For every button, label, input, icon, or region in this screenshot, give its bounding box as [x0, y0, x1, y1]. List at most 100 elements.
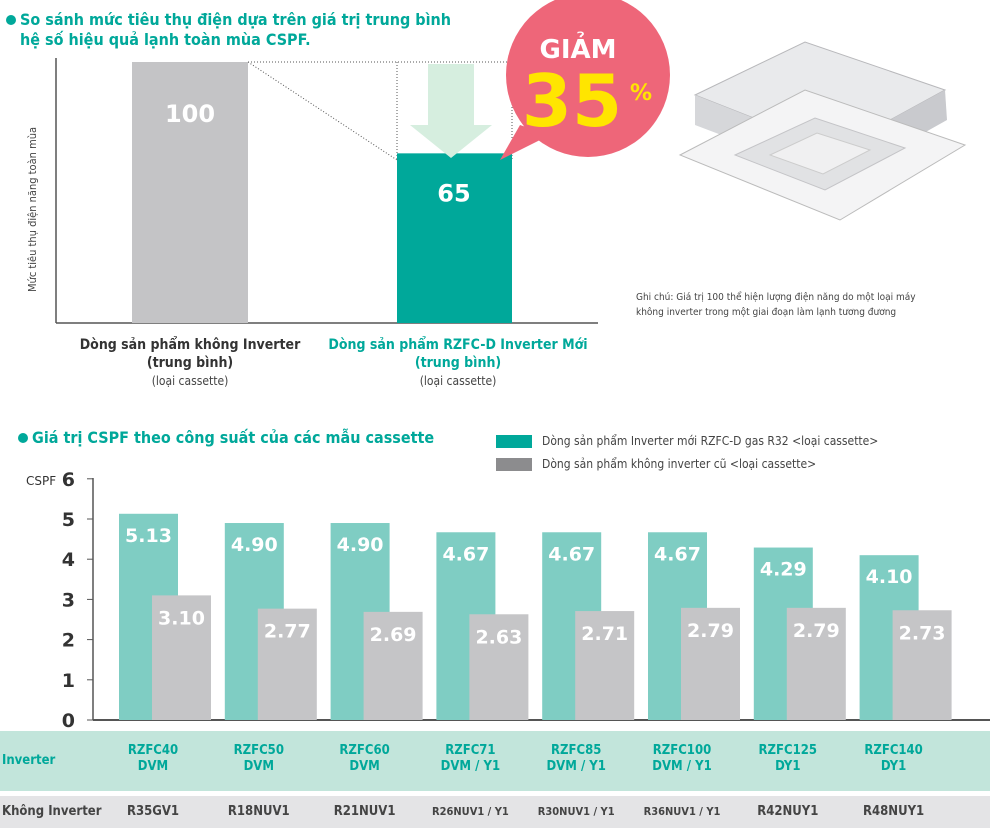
top-title: So sánh mức tiêu thụ điện dựa trên giá t…: [6, 10, 451, 50]
row-label-non-inverter: Không Inverter: [2, 804, 102, 819]
bullet-icon: [18, 433, 28, 443]
bar-non-inverter: [786, 607, 846, 720]
badge-word: GIẢM: [539, 30, 616, 65]
data-label: 4.29: [760, 559, 807, 581]
legend-label: Dòng sản phẩm Inverter mới RZFC-D gas R3…: [542, 434, 879, 448]
non-inverter-model: R35GV1: [126, 804, 180, 819]
label-line: (loại cassette): [151, 374, 229, 388]
y-tick-label: 4: [62, 549, 75, 571]
note-line2: không inverter trong một giai đoạn làm l…: [636, 307, 897, 318]
inverter-model: RZFC125 DY1: [743, 743, 833, 775]
model-line: RZFC125: [758, 743, 818, 758]
bar-non-inverter: [892, 610, 952, 720]
data-label: 2.69: [370, 624, 417, 646]
y-tick-label: 5: [62, 509, 75, 531]
non-inverter-model: R26NUV1 / Y1: [431, 805, 509, 818]
guide-line: [247, 61, 398, 161]
bar-label: 65: [437, 179, 470, 207]
top-note: Ghi chú: Giá trị 100 thể hiện lượng điện…: [636, 290, 916, 320]
model-line: RZFC40: [127, 743, 179, 758]
model-line: DVM: [137, 759, 169, 774]
model-line: DVM: [243, 759, 274, 774]
bar-non-inverter: [575, 611, 635, 720]
legend-item-inverter: Dòng sản phẩm Inverter mới RZFC-D gas R3…: [496, 430, 878, 453]
bar-non-inverter: [152, 595, 211, 720]
model-line: DVM: [349, 759, 380, 774]
model-line: RZFC140: [864, 743, 923, 758]
model-line: DY1: [775, 759, 801, 774]
non-inverter-model-row: Không Inverter R35GV1 R18NUV1 R21NUV1 R26NU…: [0, 796, 990, 828]
non-inverter-model: R30NUV1 / Y1: [537, 805, 615, 818]
data-label: 3.10: [158, 607, 205, 629]
cspf-title: Giá trị CSPF theo công suất của các mẫu …: [18, 428, 434, 448]
data-label: 2.79: [687, 620, 734, 642]
inverter-model: RZFC71 DVM / Y1: [425, 743, 515, 775]
y-tick-label: 6: [62, 469, 75, 491]
data-label: 2.77: [264, 621, 311, 643]
non-inverter-model: R18NUV1: [227, 804, 290, 819]
bullet-icon: [6, 15, 16, 25]
data-label: 4.90: [337, 534, 384, 556]
cspf-title-text: Giá trị CSPF theo công suất của các mẫu …: [32, 428, 435, 447]
y-tick-label: 2: [62, 630, 75, 652]
legend: Dòng sản phẩm Inverter mới RZFC-D gas R3…: [496, 430, 878, 476]
note-line1: Ghi chú: Giá trị 100 thể hiện lượng điện…: [636, 292, 916, 303]
label-line: (loại cassette): [419, 374, 497, 388]
non-inverter-model: R42NUY1: [757, 804, 819, 819]
model-line: RZFC60: [339, 743, 390, 758]
data-label: 2.71: [581, 623, 628, 645]
category-label-inverter: Dòng sản phẩm RZFC-D Inverter Mới (trung…: [318, 336, 598, 390]
data-label: 2.79: [793, 620, 840, 642]
badge-unit: %: [630, 81, 652, 106]
y-axis-title: CSPF: [26, 474, 56, 488]
data-label: 4.67: [442, 543, 489, 565]
data-label: 2.73: [899, 622, 946, 644]
model-line: RZFC100: [652, 743, 712, 758]
model-line: RZFC71: [445, 743, 496, 758]
data-label: 4.67: [654, 543, 701, 565]
model-line: RZFC85: [551, 743, 602, 758]
y-tick-label: 0: [62, 710, 75, 730]
badge-value: 35: [522, 59, 622, 143]
bar-non-inverter: [257, 608, 317, 720]
inverter-model: RZFC85 DVM / Y1: [531, 743, 621, 775]
bar-non-inverter: [132, 62, 248, 323]
non-inverter-model: R48NUY1: [863, 804, 925, 819]
y-tick-label: 3: [62, 589, 75, 611]
legend-item-non-inverter: Dòng sản phẩm không inverter cũ <loại ca…: [496, 453, 878, 476]
category-label-non-inverter: Dòng sản phẩm không Inverter (trung bình…: [60, 336, 320, 390]
model-line: DY1: [880, 759, 907, 774]
inverter-model-row: Inverter RZFC40 DVM RZFC50 DVM RZFC60 DVM RZFC…: [0, 731, 990, 791]
inverter-model: RZFC40 DVM: [108, 743, 198, 775]
title-line1: So sánh mức tiêu thụ điện dựa trên giá t…: [20, 10, 452, 29]
legend-swatch: [496, 435, 532, 448]
bar-label: 100: [165, 100, 215, 128]
label-line: Dòng sản phẩm không Inverter: [79, 337, 301, 353]
down-arrow-icon: [410, 64, 492, 158]
bar-non-inverter: [469, 614, 529, 720]
bar-non-inverter: [363, 611, 423, 720]
data-label: 5.13: [125, 525, 172, 547]
row-label-inverter: Inverter: [2, 753, 56, 768]
inverter-model: RZFC140 DY1: [849, 743, 939, 775]
non-inverter-model: R36NUV1 / Y1: [643, 805, 721, 818]
model-line: DVM / Y1: [652, 759, 712, 774]
data-label: 4.90: [231, 534, 278, 556]
inverter-model: RZFC60 DVM: [320, 743, 410, 775]
y-tick-label: 1: [62, 670, 75, 692]
consumption-chart: 100 65: [55, 58, 598, 324]
legend-swatch: [496, 458, 532, 471]
inverter-model: RZFC100 DVM / Y1: [637, 743, 727, 775]
label-line: (trung bình): [414, 355, 502, 371]
model-line: RZFC50: [233, 743, 284, 758]
label-line: (trung bình): [146, 355, 234, 371]
data-label: 2.63: [475, 626, 522, 648]
model-line: DVM / Y1: [546, 759, 606, 774]
cassette-unit-image: [678, 41, 967, 221]
title-line2: hệ số hiệu quả lạnh toàn mùa CSPF.: [20, 30, 311, 49]
reduction-badge: GIẢM 35 %: [500, 0, 670, 160]
data-label: 4.10: [866, 566, 913, 588]
label-line: Dòng sản phẩm RZFC-D Inverter Mới: [328, 337, 588, 353]
bar-non-inverter: [681, 607, 740, 720]
legend-label: Dòng sản phẩm không inverter cũ <loại ca…: [542, 457, 817, 471]
